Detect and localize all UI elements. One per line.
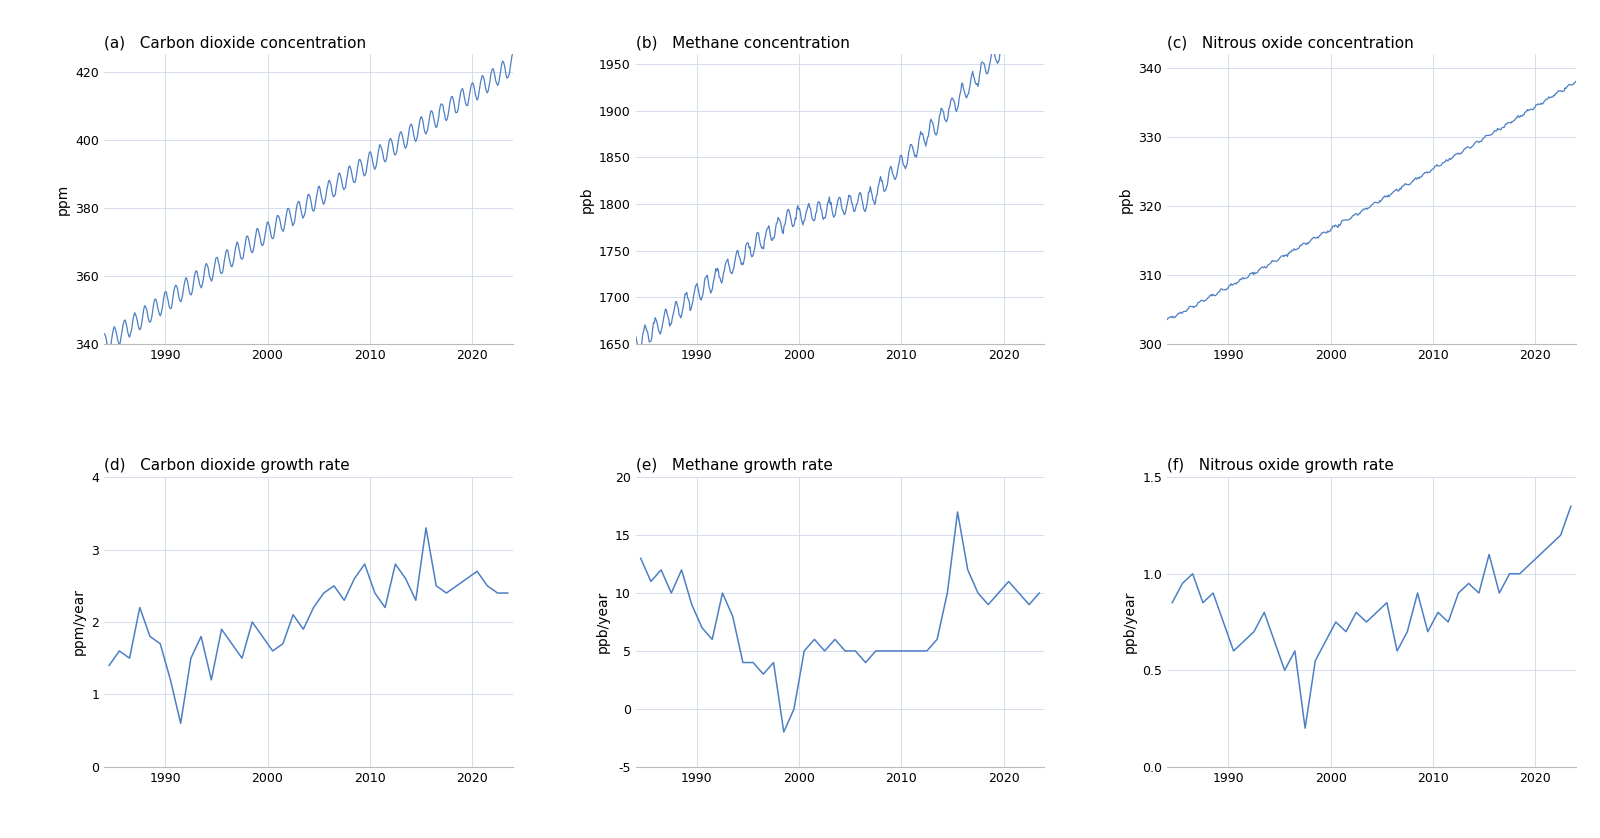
Y-axis label: ppb: ppb xyxy=(579,186,594,213)
Text: (d)   Carbon dioxide growth rate: (d) Carbon dioxide growth rate xyxy=(104,458,350,473)
Y-axis label: ppb: ppb xyxy=(1118,186,1133,213)
Text: (c)   Nitrous oxide concentration: (c) Nitrous oxide concentration xyxy=(1166,35,1414,50)
Y-axis label: ppb/year: ppb/year xyxy=(595,591,610,653)
Y-axis label: ppb/year: ppb/year xyxy=(1123,591,1136,653)
Y-axis label: ppm: ppm xyxy=(56,184,70,215)
Text: (e)   Methane growth rate: (e) Methane growth rate xyxy=(635,458,832,473)
Text: (f)   Nitrous oxide growth rate: (f) Nitrous oxide growth rate xyxy=(1166,458,1394,473)
Text: (b)   Methane concentration: (b) Methane concentration xyxy=(635,35,850,50)
Y-axis label: ppm/year: ppm/year xyxy=(72,588,85,655)
Text: (a)   Carbon dioxide concentration: (a) Carbon dioxide concentration xyxy=(104,35,366,50)
